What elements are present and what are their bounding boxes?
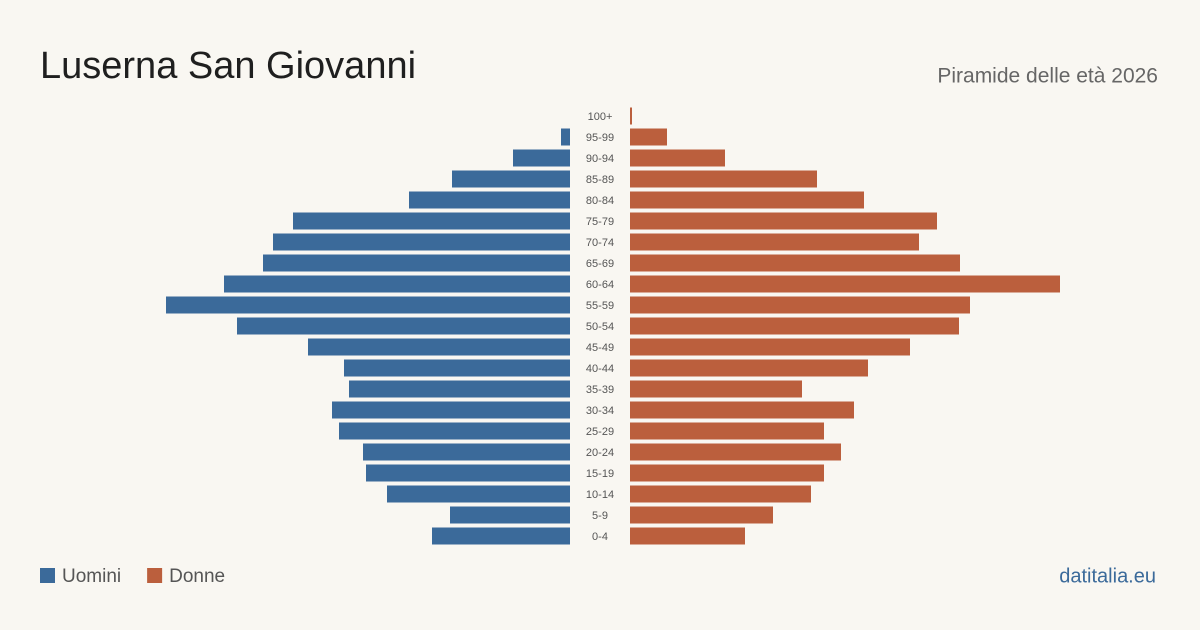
bar: [293, 212, 570, 230]
bar: [630, 422, 824, 440]
bar: [366, 464, 570, 482]
age-label: 10-14: [586, 489, 614, 501]
bar: [339, 422, 570, 440]
bar: [630, 527, 745, 545]
bar: [630, 338, 910, 356]
bar: [263, 254, 570, 272]
age-label: 0-4: [592, 531, 608, 543]
age-label: 35-39: [586, 384, 614, 396]
bar: [273, 233, 570, 251]
age-label: 50-54: [586, 321, 614, 333]
age-label: 70-74: [586, 237, 614, 249]
age-label: 60-64: [586, 279, 614, 291]
age-label: 20-24: [586, 447, 614, 459]
age-label: 90-94: [586, 153, 614, 165]
bar: [630, 296, 970, 314]
age-label: 40-44: [586, 363, 614, 375]
age-label: 30-34: [586, 405, 614, 417]
bar: [630, 359, 868, 377]
bar: [630, 233, 919, 251]
age-label: 55-59: [586, 300, 614, 312]
legend-label: Donne: [169, 566, 225, 587]
age-label: 15-19: [586, 468, 614, 480]
bar: [432, 527, 570, 545]
age-label: 75-79: [586, 216, 614, 228]
bar: [387, 485, 570, 503]
bar: [630, 506, 773, 524]
bar: [513, 149, 570, 167]
chart-title: Luserna San Giovanni: [40, 45, 416, 87]
bar: [630, 254, 960, 272]
bar: [630, 275, 1060, 293]
bar: [630, 128, 667, 146]
bar: [630, 443, 841, 461]
age-label: 25-29: [586, 426, 614, 438]
bar: [630, 149, 725, 167]
bar: [452, 170, 570, 188]
bar: [308, 338, 570, 356]
bar: [630, 191, 864, 209]
bar: [630, 380, 802, 398]
bar: [630, 401, 854, 419]
bar: [224, 275, 570, 293]
bar: [363, 443, 570, 461]
bar: [561, 128, 570, 146]
legend-swatch: [147, 568, 163, 583]
bar: [344, 359, 570, 377]
chart-subtitle: Piramide delle età 2026: [937, 65, 1158, 88]
bar: [349, 380, 570, 398]
legend-label: Uomini: [62, 566, 121, 587]
age-label: 65-69: [586, 258, 614, 270]
bar: [630, 485, 811, 503]
age-label: 5-9: [592, 510, 608, 522]
bar: [166, 296, 570, 314]
bar: [630, 107, 632, 125]
age-label: 80-84: [586, 195, 614, 207]
age-label: 45-49: [586, 342, 614, 354]
bar: [630, 170, 817, 188]
age-label: 100+: [588, 111, 613, 123]
source: datitalia.eu: [1059, 565, 1156, 587]
bar: [630, 212, 937, 230]
bar: [237, 317, 570, 335]
bar: [332, 401, 570, 419]
bar: [630, 317, 959, 335]
legend-swatch: [40, 568, 55, 583]
bar: [630, 464, 824, 482]
age-label: 95-99: [586, 132, 614, 144]
bar: [450, 506, 570, 524]
age-label: 85-89: [586, 174, 614, 186]
bar: [409, 191, 570, 209]
